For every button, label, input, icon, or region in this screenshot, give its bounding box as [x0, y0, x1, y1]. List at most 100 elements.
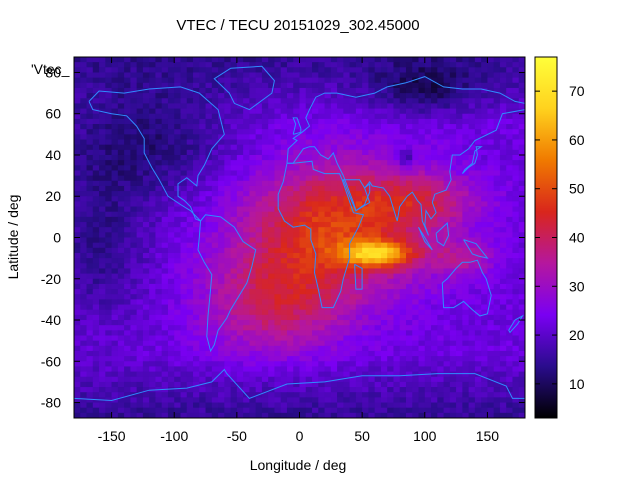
heatmap-cell — [443, 335, 451, 342]
heatmap-cell — [337, 299, 344, 306]
heatmap-cell — [180, 263, 188, 270]
heatmap-cell — [337, 211, 344, 218]
heatmap-cell — [99, 113, 106, 120]
heatmap-cell — [293, 108, 301, 115]
heatmap-cell — [224, 361, 232, 368]
heatmap-cell — [142, 77, 150, 84]
heatmap-cell — [393, 196, 401, 202]
heatmap-cell — [218, 412, 225, 418]
heatmap-cell — [161, 289, 169, 295]
heatmap-cell — [518, 268, 525, 275]
heatmap-cell — [255, 356, 263, 362]
heatmap-cell — [268, 113, 276, 120]
heatmap-cell — [149, 87, 157, 94]
heatmap-cell — [105, 82, 113, 89]
heatmap-cell — [142, 216, 150, 223]
heatmap-cell — [318, 67, 326, 74]
heatmap-cell — [481, 139, 489, 146]
heatmap-cell — [236, 299, 244, 306]
heatmap-cell — [405, 129, 413, 135]
heatmap-cell — [405, 268, 413, 275]
heatmap-cell — [249, 252, 257, 259]
heatmap-cell — [493, 201, 501, 208]
heatmap-cell — [205, 294, 213, 300]
heatmap-cell — [380, 227, 388, 233]
heatmap-cell — [474, 134, 482, 141]
heatmap-cell — [193, 124, 200, 130]
heatmap-cell — [268, 402, 276, 409]
heatmap-cell — [318, 191, 326, 197]
heatmap-cell — [418, 103, 426, 110]
heatmap-cell — [186, 294, 194, 300]
heatmap-cell — [193, 289, 200, 295]
heatmap-cell — [117, 247, 125, 254]
heatmap-cell — [412, 227, 420, 233]
heatmap-cell — [506, 222, 514, 228]
heatmap-cell — [86, 237, 94, 244]
heatmap-cell — [462, 108, 470, 115]
heatmap-cell — [211, 392, 219, 398]
heatmap-cell — [499, 62, 507, 68]
heatmap-cell — [180, 62, 188, 68]
heatmap-cell — [380, 340, 388, 347]
heatmap-cell — [474, 387, 482, 393]
heatmap-cell — [387, 232, 395, 239]
heatmap-cell — [343, 87, 351, 94]
heatmap-cell — [211, 330, 219, 337]
heatmap-cell — [518, 77, 525, 84]
heatmap-cell — [305, 325, 313, 331]
heatmap-cell — [286, 185, 294, 192]
heatmap-cell — [387, 67, 395, 74]
heatmap-cell — [193, 299, 200, 306]
heatmap-cell — [92, 124, 100, 130]
heatmap-cell — [174, 252, 182, 259]
heatmap-cell — [487, 180, 495, 187]
heatmap-cell — [199, 82, 207, 89]
heatmap-cell — [149, 149, 157, 156]
heatmap-cell — [349, 247, 357, 254]
heatmap-cell — [337, 320, 344, 326]
heatmap-cell — [105, 412, 113, 418]
heatmap-cell — [274, 185, 282, 192]
heatmap-cell — [337, 160, 344, 166]
heatmap-cell — [142, 412, 150, 418]
heatmap-cell — [405, 263, 413, 270]
heatmap-cell — [512, 149, 520, 156]
heatmap-cell — [337, 108, 344, 115]
heatmap-cell — [243, 154, 250, 161]
heatmap-cell — [74, 289, 81, 295]
heatmap-cell — [431, 196, 438, 202]
heatmap-cell — [86, 407, 94, 414]
heatmap-cell — [362, 170, 369, 177]
heatmap-cell — [412, 160, 420, 166]
heatmap-cell — [286, 180, 294, 187]
heatmap-cell — [261, 180, 269, 187]
heatmap-cell — [343, 201, 351, 208]
heatmap-cell — [74, 366, 81, 373]
heatmap-cell — [243, 407, 250, 414]
heatmap-cell — [117, 387, 125, 393]
heatmap-cell — [368, 108, 376, 115]
heatmap-cell — [92, 289, 100, 295]
heatmap-cell — [199, 366, 207, 373]
heatmap-cell — [481, 165, 489, 172]
heatmap-cell — [274, 392, 282, 398]
heatmap-cell — [443, 201, 451, 208]
heatmap-cell — [74, 273, 81, 280]
heatmap-cell — [499, 345, 507, 352]
heatmap-cell — [481, 402, 489, 409]
heatmap-cell — [230, 350, 238, 357]
heatmap-cell — [337, 196, 344, 202]
heatmap-cell — [462, 289, 470, 295]
heatmap-cell — [174, 392, 182, 398]
heatmap-cell — [111, 412, 119, 418]
heatmap-cell — [280, 263, 288, 270]
heatmap-cell — [299, 144, 307, 151]
heatmap-cell — [218, 77, 225, 84]
heatmap-cell — [149, 289, 157, 295]
heatmap-cell — [330, 113, 338, 120]
heatmap-cell — [149, 191, 157, 197]
heatmap-cell — [92, 309, 100, 316]
heatmap-cell — [149, 263, 157, 270]
heatmap-cell — [117, 72, 125, 79]
